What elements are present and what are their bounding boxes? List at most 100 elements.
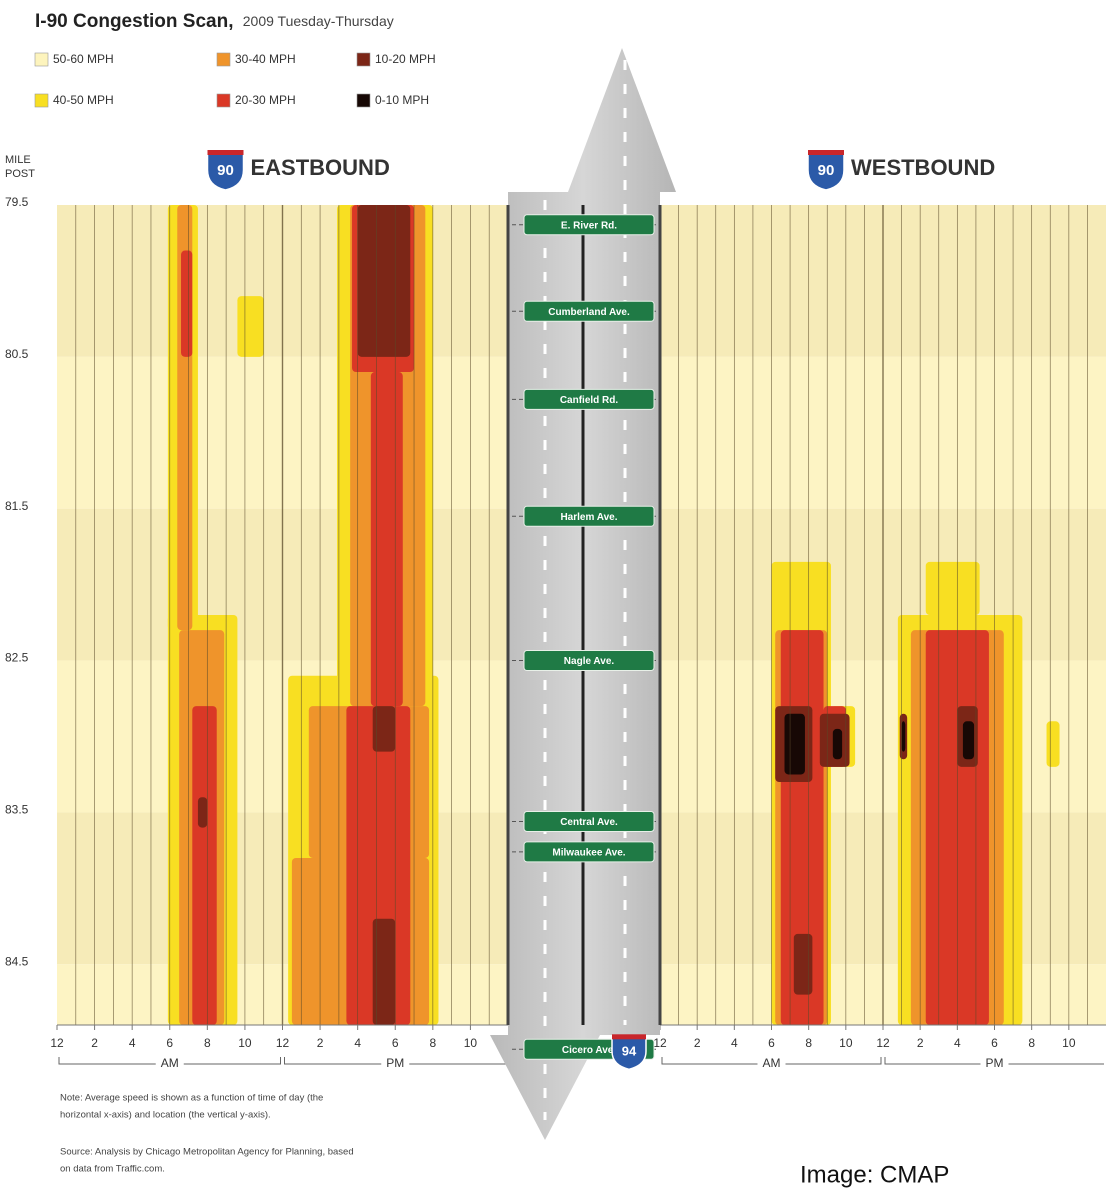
- congestion-zone: [901, 721, 906, 752]
- legend-label: 30-40 MPH: [235, 52, 296, 66]
- legend-swatch: [216, 52, 231, 67]
- x-tick-label: 2: [917, 1036, 924, 1050]
- period-label-bg: [155, 1057, 184, 1071]
- street-name: Cumberland Ave.: [548, 307, 630, 318]
- x-tick-label: 6: [392, 1036, 399, 1050]
- panel: 12 2 4 6 8 10 12 2 4 6 8 10 AM PM: [50, 205, 508, 1071]
- congestion-zone: [197, 797, 208, 828]
- credit: Image: CMAP: [800, 1161, 949, 1188]
- y-axis-label: MILE: [5, 154, 31, 166]
- period-label: PM: [986, 1056, 1004, 1070]
- period-label: PM: [386, 1056, 404, 1070]
- highway: [490, 48, 676, 1140]
- y-tick-label: 79.5: [5, 195, 29, 209]
- chart-title-line: I-90 Congestion Scan, 2009 Tuesday-Thurs…: [35, 11, 394, 32]
- y-tick-label: 82.5: [5, 651, 29, 665]
- street-sign: [523, 811, 655, 833]
- shield-number: 94: [622, 1044, 637, 1059]
- x-tick-label: 6: [991, 1036, 998, 1050]
- x-tick-label: 10: [464, 1036, 478, 1050]
- street-name: Cicero Ave.: [562, 1045, 617, 1056]
- congestion-zone: [793, 933, 813, 995]
- shield-number: 90: [818, 162, 835, 179]
- period-label: AM: [763, 1056, 781, 1070]
- x-tick-label: 12: [876, 1036, 890, 1050]
- period-label-bg: [980, 1057, 1009, 1071]
- congestion-zone: [832, 728, 843, 760]
- x-tick-label: 4: [129, 1036, 136, 1050]
- x-tick-label: 8: [204, 1036, 211, 1050]
- congestion-zone: [962, 721, 975, 760]
- legend-label: 10-20 MPH: [375, 52, 436, 66]
- period-label: AM: [161, 1056, 179, 1070]
- legend-swatch: [34, 52, 49, 67]
- x-tick-label: 2: [91, 1036, 98, 1050]
- x-tick-label: 4: [954, 1036, 961, 1050]
- legend-label: 20-30 MPH: [235, 93, 296, 107]
- street-sign: [523, 650, 655, 672]
- x-tick-label: 8: [429, 1036, 436, 1050]
- note: Note: Average speed is shown as a functi…: [60, 1093, 323, 1104]
- congestion-zone: [357, 205, 411, 357]
- congestion-zone: [237, 296, 264, 357]
- note: horizontal x-axis) and location (the ver…: [60, 1110, 271, 1121]
- legend-label: 50-60 MPH: [53, 52, 114, 66]
- shield-top: [808, 150, 844, 155]
- x-tick-label: 6: [768, 1036, 775, 1050]
- y-tick-label: 81.5: [5, 499, 29, 513]
- shield-number: 90: [217, 162, 234, 179]
- street-name: Central Ave.: [560, 817, 618, 828]
- shield: [206, 153, 245, 191]
- y-tick-label: 80.5: [5, 347, 29, 361]
- congestion-zone: [372, 706, 396, 752]
- legend-label: 40-50 MPH: [53, 93, 114, 107]
- congestion-zone: [370, 372, 403, 707]
- x-tick-label: 2: [694, 1036, 701, 1050]
- x-tick-label: 6: [166, 1036, 173, 1050]
- x-tick-label: 10: [839, 1036, 853, 1050]
- period-bracket: [884, 1057, 1104, 1065]
- street-name: Milwaukee Ave.: [552, 848, 625, 859]
- legend-swatch: [356, 52, 371, 67]
- chart-subtitle: 2009 Tuesday-Thursday: [243, 13, 394, 29]
- period-label-bg: [381, 1057, 410, 1071]
- street-name: Nagle Ave.: [564, 656, 615, 667]
- legend-swatch: [34, 93, 49, 108]
- street-sign: [523, 388, 655, 410]
- y-axis-label: POST: [5, 168, 35, 180]
- street-sign: [523, 505, 655, 527]
- legend-swatch: [216, 93, 231, 108]
- congestion-zone: [784, 713, 805, 775]
- shield-top: [207, 150, 244, 155]
- street-name: Harlem Ave.: [560, 512, 617, 523]
- street-name: E. River Rd.: [561, 220, 617, 231]
- shield: [611, 1036, 647, 1071]
- x-tick-label: 12: [653, 1036, 667, 1050]
- x-tick-label: 8: [805, 1036, 812, 1050]
- street-sign: [523, 300, 655, 322]
- x-tick-label: 4: [731, 1036, 738, 1050]
- y-tick-label: 83.5: [5, 803, 29, 817]
- x-tick-label: 12: [276, 1036, 290, 1050]
- x-tick-label: 4: [354, 1036, 361, 1050]
- source: on data from Traffic.com.: [60, 1164, 165, 1175]
- x-tick-label: 12: [50, 1036, 64, 1050]
- shield-top: [612, 1034, 646, 1040]
- panel-title: WESTBOUND: [851, 155, 995, 180]
- period-bracket: [284, 1057, 506, 1065]
- legend-swatch: [356, 93, 371, 108]
- shield: [807, 153, 845, 191]
- congestion-zone: [181, 250, 193, 357]
- street-sign: [523, 841, 655, 863]
- source: Source: Analysis by Chicago Metropolitan…: [60, 1147, 354, 1158]
- street-name: Canfield Rd.: [560, 395, 619, 406]
- y-tick-label: 84.5: [5, 954, 29, 968]
- congestion-zone: [372, 918, 396, 1025]
- x-tick-label: 2: [317, 1036, 324, 1050]
- congestion-zone: [192, 706, 217, 1025]
- chart-title: I-90 Congestion Scan,: [35, 11, 233, 32]
- panel-title: EASTBOUND: [251, 155, 390, 180]
- congestion-zone: [1046, 721, 1060, 767]
- panel: 12 2 4 6 8 10 12 2 4 6 8 10 AM PM: [653, 205, 1106, 1071]
